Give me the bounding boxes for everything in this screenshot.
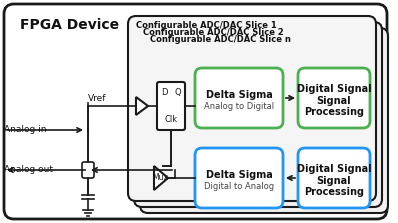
Text: Q: Q	[174, 88, 181, 97]
Text: D: D	[161, 88, 168, 97]
FancyBboxPatch shape	[82, 162, 94, 178]
FancyBboxPatch shape	[134, 22, 382, 207]
Text: Analog to Digital: Analog to Digital	[204, 102, 274, 111]
FancyBboxPatch shape	[195, 68, 283, 128]
FancyBboxPatch shape	[298, 148, 370, 208]
Text: Digital Signal
Signal
Processing: Digital Signal Signal Processing	[297, 84, 371, 117]
Text: Analog out: Analog out	[4, 165, 53, 175]
Text: Digital Signal
Signal
Processing: Digital Signal Signal Processing	[297, 164, 371, 197]
Text: Configurable ADC/DAC Slice 1: Configurable ADC/DAC Slice 1	[136, 21, 277, 30]
FancyBboxPatch shape	[128, 16, 376, 201]
FancyBboxPatch shape	[298, 68, 370, 128]
FancyBboxPatch shape	[140, 28, 388, 213]
Polygon shape	[136, 97, 148, 115]
Text: Clk: Clk	[164, 115, 178, 124]
Text: Delta Sigma: Delta Sigma	[206, 90, 272, 100]
Text: Analog in: Analog in	[4, 126, 47, 134]
Text: Vref: Vref	[88, 94, 107, 103]
Text: Digital to Analog: Digital to Analog	[204, 182, 274, 191]
FancyBboxPatch shape	[157, 82, 185, 130]
Text: Configurable ADC/DAC Slice n: Configurable ADC/DAC Slice n	[150, 35, 291, 44]
Polygon shape	[154, 166, 168, 190]
Text: Configurable ADC/DAC Slice 2: Configurable ADC/DAC Slice 2	[143, 28, 284, 37]
Text: Mux: Mux	[152, 173, 168, 182]
FancyBboxPatch shape	[195, 148, 283, 208]
Text: FPGA Device: FPGA Device	[20, 18, 119, 32]
Text: Delta Sigma: Delta Sigma	[206, 170, 272, 180]
